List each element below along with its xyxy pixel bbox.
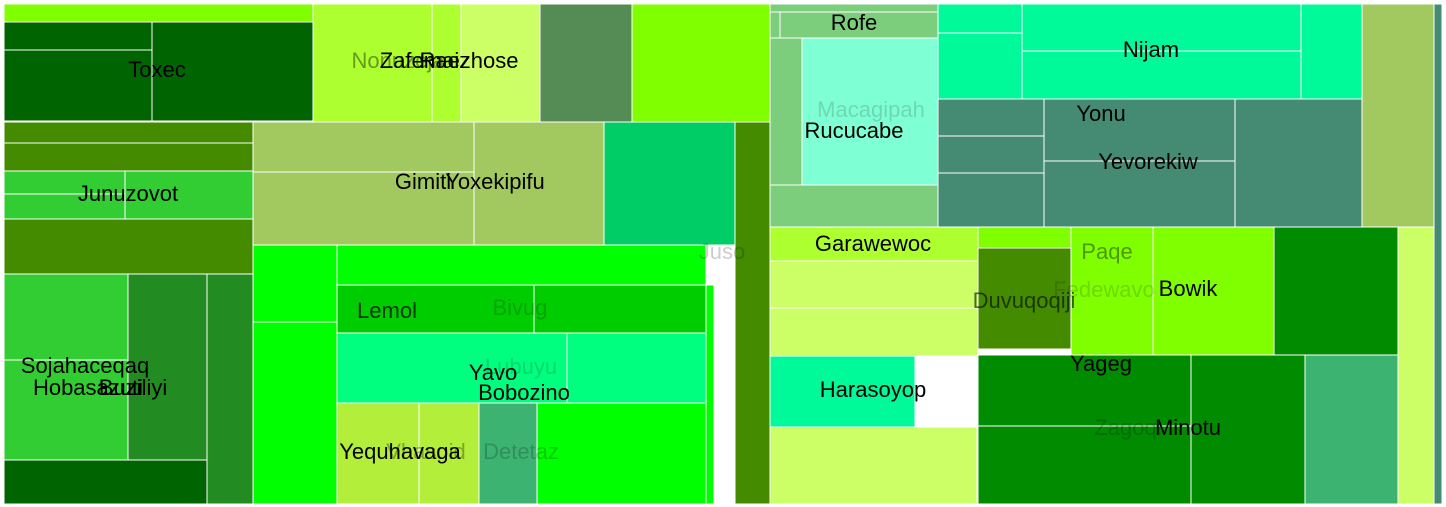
treemap-cell-detetaz-1: [478, 402, 538, 505]
treemap-cell-macagipah-1: [801, 37, 939, 186]
treemap-cell-suro-1: [1361, 3, 1435, 228]
treemap-cell-rucucabe-1: [769, 37, 803, 186]
treemap-cell-lemol-1: [252, 244, 338, 323]
treemap-cell-yavo-1: [336, 332, 568, 404]
treemap-cell-sojahaceqaq-1: [3, 273, 129, 361]
treemap-cell-buziliyi-1: [206, 273, 254, 505]
treemap-cell-waguq-1: [769, 307, 979, 357]
treemap-cell-lubuyu-1: [566, 332, 707, 404]
treemap-cell-bivug-1: [336, 284, 535, 334]
treemap-cell-gosa-1: [539, 3, 633, 123]
treemap-cell-nijam-1: [937, 3, 1023, 34]
treemap-cell-liha-1: [1397, 226, 1435, 505]
treemap-cell-lemol-2: [336, 244, 707, 286]
treemap-cell-toxec-3: [3, 49, 153, 122]
treemap-cell-lemol-4: [705, 284, 715, 505]
treemap-cell-bobozino-1: [536, 402, 707, 505]
treemap-cell-toxec-1: [3, 3, 314, 23]
treemap-cell-yageg-1: [977, 354, 1192, 427]
treemap-cell-rofe-2: [779, 11, 939, 39]
treemap-cell-zafemaiz-1: [312, 3, 433, 123]
treemap-cell-garawewoc-1: [769, 226, 979, 262]
treemap-cell-junuzovot-4: [3, 193, 126, 220]
treemap-cell-nijam-5: [1300, 3, 1363, 100]
treemap-cell-yonu-3: [937, 172, 1045, 228]
treemap-cell-nijam-2: [937, 32, 1023, 100]
treemap-cell-bivug-2: [533, 284, 707, 334]
treemap-cell-nijam-4: [1021, 50, 1302, 100]
treemap-cell-rofe-1: [769, 3, 939, 13]
treemap-cell-yonu-4: [1043, 98, 1236, 162]
treemap-cell-nonuzeja-1: [431, 3, 462, 123]
treemap-cell-duvuqoqiji-1: [977, 247, 1072, 350]
treemap-cell-kuva-1: [1273, 226, 1399, 356]
treemap-cell-nijam-3: [1021, 3, 1302, 52]
treemap-cell-sojahaceqaq-3: [3, 459, 208, 505]
treemap-cell-harasoyop-1: [769, 355, 916, 428]
treemap-cell-sojahaceqaq-4: [127, 273, 208, 461]
treemap-cell-raezhose-1: [460, 3, 541, 123]
treemap-cell-yevorekiw-1: [1043, 160, 1236, 228]
treemap-cell-rofe-3: [769, 11, 781, 39]
treemap-cell-tupo-1: [631, 3, 771, 123]
treemap-cell-minotu-1: [1190, 354, 1306, 505]
treemap-cell-fedewavo-1: [977, 226, 1072, 249]
treemap-cell-yoxekipifu-1: [473, 121, 605, 246]
treemap-cell-junuzovot-6: [3, 218, 254, 275]
treemap-cell-yequhavaga-1: [336, 402, 420, 505]
treemap-cell-bowik-1: [1152, 226, 1275, 356]
treemap-cell-gimiti-2: [252, 171, 475, 246]
treemap-cell-roz-1: [1433, 3, 1443, 505]
treemap-cell-gimiti-1: [252, 121, 475, 173]
treemap-cell-junuzovot-1: [3, 121, 254, 144]
treemap-cell-yevorekiw-2: [1234, 98, 1363, 228]
treemap-cell-juso-1: [734, 121, 771, 505]
treemap-cell-yonu-1: [937, 98, 1045, 137]
treemap-cell-junuzovot-5: [124, 170, 254, 220]
treemap-cell-lemuco-1: [769, 426, 978, 505]
treemap-cell-vhasoid-1: [418, 402, 480, 505]
treemap-cell-sojahaceqaq-2: [3, 359, 129, 461]
treemap-cell-toxec-4: [151, 21, 314, 122]
treemap-cell-junuzovot-3: [3, 170, 126, 195]
treemap-cell-rucucabe-2: [769, 184, 939, 228]
treemap-cell-yageg-2: [977, 425, 1192, 505]
treemap-cell-zagoqi-1: [1304, 354, 1399, 505]
treemap-cell-tovi-1: [603, 121, 736, 246]
treemap-cell-lemol-3: [252, 321, 338, 505]
treemap-cell-toxec-2: [3, 21, 153, 51]
treemap-cell-yonu-2: [937, 135, 1045, 174]
treemap-cell-paqe-1: [1070, 226, 1154, 356]
treemap-cell-qekeyi-1: [769, 260, 979, 309]
treemap-cell-junuzovot-2: [3, 142, 254, 172]
